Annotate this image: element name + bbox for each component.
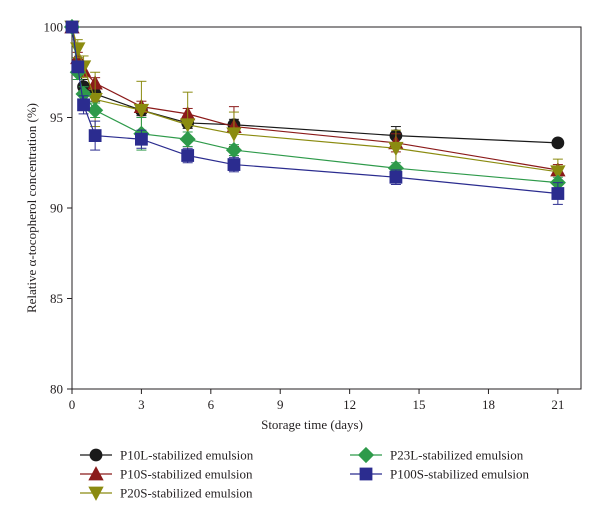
data-point bbox=[551, 136, 565, 150]
legend-marker bbox=[88, 486, 104, 501]
data-point bbox=[389, 170, 403, 184]
x-tick-label: 21 bbox=[551, 397, 564, 412]
x-tick-label: 6 bbox=[208, 397, 215, 412]
data-point bbox=[225, 142, 243, 159]
x-tick-label: 18 bbox=[482, 397, 495, 412]
data-point bbox=[88, 129, 102, 143]
data-point bbox=[65, 20, 79, 34]
series-layer bbox=[63, 18, 566, 205]
series-5 bbox=[65, 20, 565, 205]
legend-item: P20S-stabilized emulsion bbox=[80, 486, 253, 501]
legend: P10L-stabilized emulsion P10S-stabilized … bbox=[80, 446, 530, 501]
x-tick-label: 15 bbox=[413, 397, 426, 412]
legend-item: P100S-stabilized emulsion bbox=[350, 467, 530, 482]
legend-label: P10S-stabilized emulsion bbox=[120, 467, 253, 482]
legend-marker bbox=[359, 467, 373, 481]
legend-item: P10L-stabilized emulsion bbox=[80, 448, 254, 463]
y-tick-label: 90 bbox=[50, 201, 63, 216]
axis-ticks: 0 3 6 9 12 15 18 21 80 85 90 95 100 bbox=[44, 20, 565, 413]
y-tick-label: 80 bbox=[50, 382, 63, 397]
series-line bbox=[71, 26, 558, 144]
y-axis-label: Relative α-tocopherol concentration (%) bbox=[24, 103, 39, 313]
x-tick-label: 9 bbox=[277, 397, 284, 412]
legend-marker bbox=[357, 446, 375, 464]
data-point bbox=[87, 93, 103, 108]
data-point bbox=[388, 141, 404, 157]
x-axis-label: Storage time (days) bbox=[261, 417, 363, 432]
data-point bbox=[135, 132, 148, 146]
y-tick-label: 95 bbox=[50, 110, 63, 125]
plot-frame bbox=[71, 26, 582, 390]
data-point bbox=[77, 98, 90, 112]
legend-marker bbox=[88, 466, 104, 481]
data-point bbox=[226, 127, 242, 142]
data-point bbox=[181, 149, 195, 162]
legend-label: P23L-stabilized emulsion bbox=[390, 448, 524, 463]
x-tick-label: 12 bbox=[343, 397, 356, 412]
data-point bbox=[71, 60, 85, 74]
data-point bbox=[179, 131, 196, 148]
series-2 bbox=[64, 19, 566, 177]
data-point bbox=[133, 103, 150, 119]
legend-label: P100S-stabilized emulsion bbox=[390, 467, 530, 482]
data-point bbox=[551, 187, 565, 200]
legend-label: P10L-stabilized emulsion bbox=[120, 448, 254, 463]
data-point bbox=[70, 42, 86, 57]
legend-item: P10S-stabilized emulsion bbox=[80, 466, 253, 482]
y-tick-label: 85 bbox=[50, 291, 63, 306]
legend-label: P20S-stabilized emulsion bbox=[120, 486, 253, 501]
data-point bbox=[227, 158, 241, 171]
x-tick-label: 0 bbox=[69, 397, 76, 412]
data-point bbox=[550, 165, 566, 180]
data-point bbox=[180, 118, 196, 133]
legend-marker bbox=[89, 448, 103, 462]
data-point bbox=[87, 102, 104, 119]
x-tick-label: 3 bbox=[138, 397, 145, 412]
legend-item: P23L-stabilized emulsion bbox=[350, 446, 524, 464]
y-tick-label: 100 bbox=[44, 20, 64, 35]
